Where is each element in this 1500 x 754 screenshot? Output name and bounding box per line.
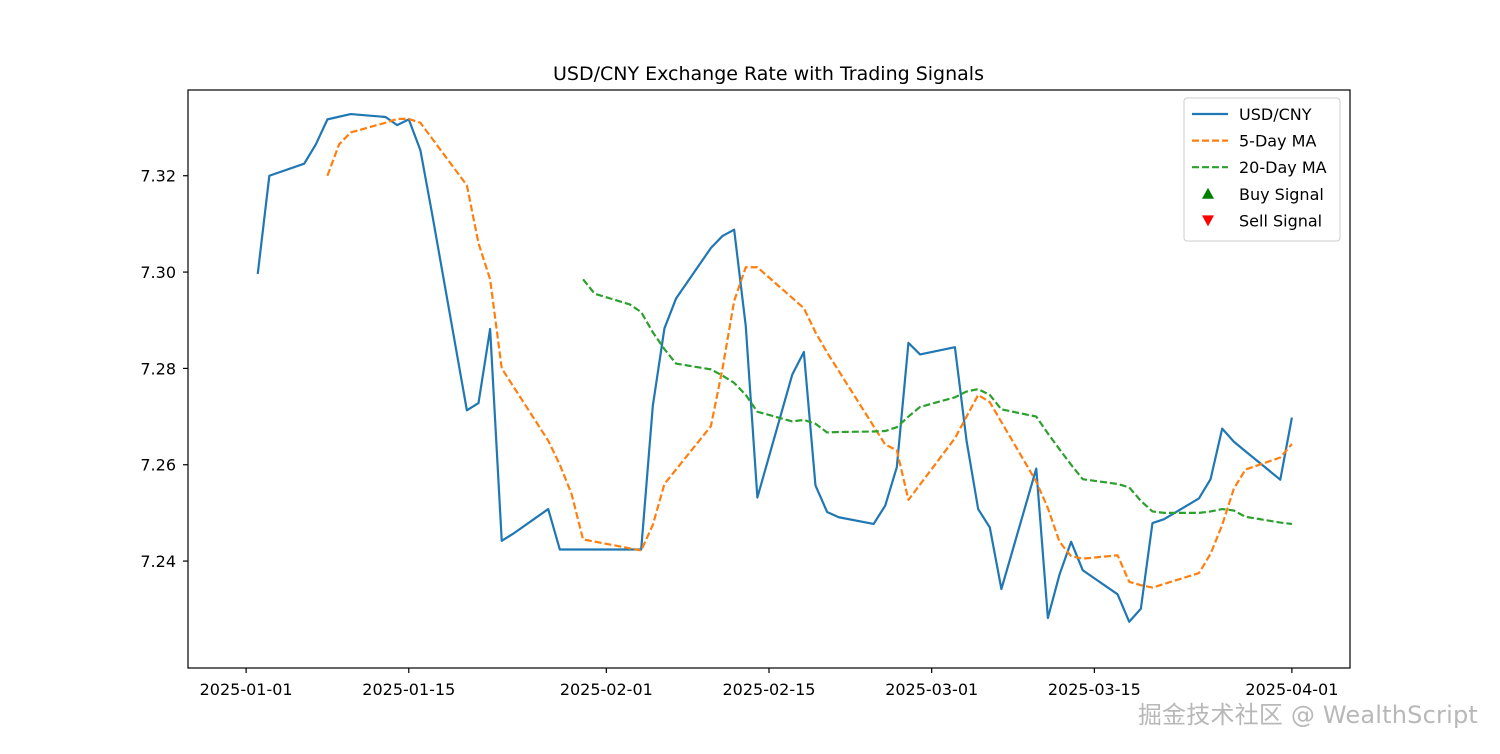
buy-signal-triangle-icon — [1202, 187, 1214, 199]
x-tick-label: 2025-03-01 — [885, 680, 978, 699]
legend: USD/CNY 5-Day MA 20-Day MA Buy Signal Sell S… — [1183, 97, 1341, 242]
x-tick-label: 2025-02-15 — [723, 680, 816, 699]
legend-label-20-day-ma: 20-Day MA — [1239, 158, 1327, 177]
series-line-20-day-ma — [582, 278, 1293, 526]
plot-area — [256, 112, 1293, 623]
x-tick-label: 2025-02-01 — [560, 680, 653, 699]
series-line-usd-cny — [256, 112, 1293, 623]
legend-label-5-day-ma: 5-Day MA — [1239, 132, 1316, 151]
y-axis: 7.24 7.26 7.28 7.30 7.32 — [140, 167, 188, 571]
watermark: 掘金技术社区 @ WealthScript — [1137, 701, 1478, 729]
sell-signal-triangle-icon — [1202, 215, 1214, 227]
y-tick-label: 7.24 — [140, 552, 176, 571]
legend-label-buy-signal: Buy Signal — [1239, 185, 1324, 204]
y-tick-label: 7.26 — [140, 456, 176, 475]
legend-label-usd-cny: USD/CNY — [1239, 105, 1312, 124]
x-axis: 2025-01-01 2025-01-15 2025-02-01 2025-02-15… — [200, 668, 1338, 699]
x-tick-label: 2025-01-15 — [362, 680, 455, 699]
y-tick-label: 7.28 — [140, 359, 176, 378]
x-tick-label: 2025-03-15 — [1048, 680, 1141, 699]
legend-box — [1183, 97, 1341, 242]
x-tick-label: 2025-04-01 — [1245, 680, 1338, 699]
y-tick-label: 7.30 — [140, 263, 176, 282]
y-tick-label: 7.32 — [140, 167, 176, 186]
x-tick-label: 2025-01-01 — [200, 680, 293, 699]
legend-label-sell-signal: Sell Signal — [1239, 211, 1322, 230]
series-line-5-day-ma — [326, 117, 1293, 589]
chart-title: USD/CNY Exchange Rate with Trading Signa… — [553, 63, 984, 85]
